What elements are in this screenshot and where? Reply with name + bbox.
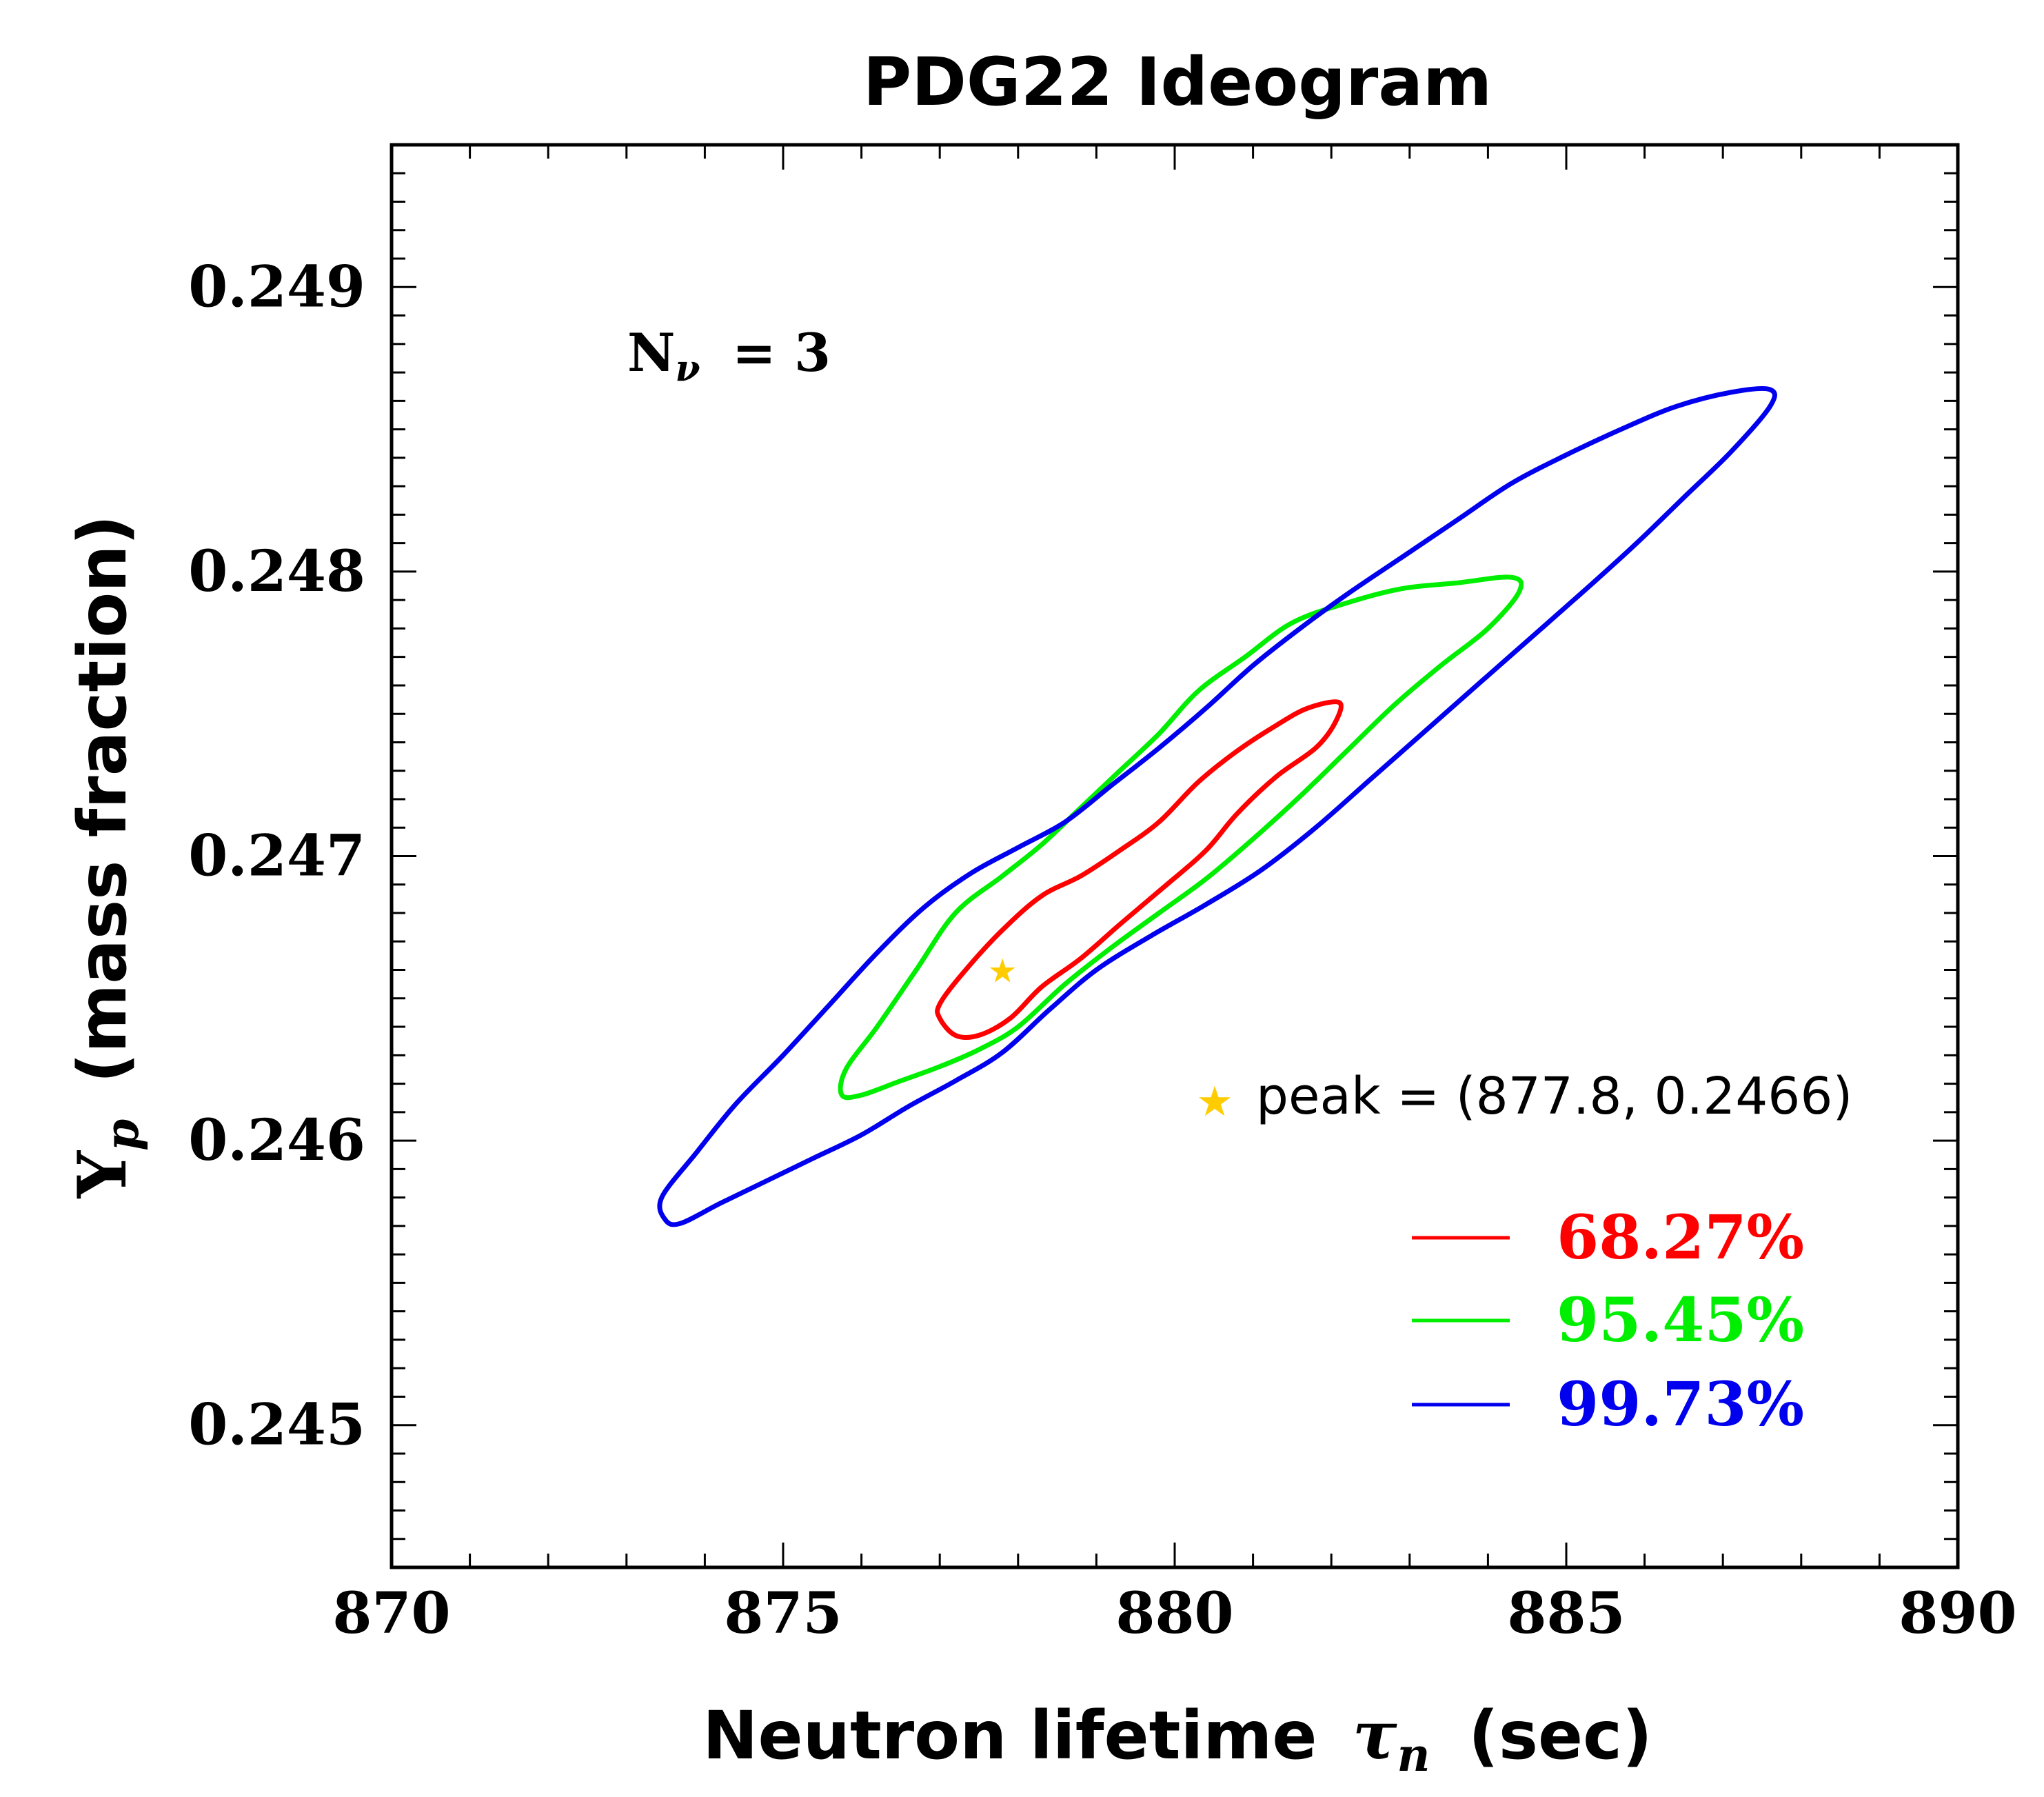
x-axis-label-text: Neutron lifetime [702, 1697, 1317, 1774]
plot-frame [389, 143, 1960, 1569]
legend-label-6827: 68.27% [1557, 1201, 1804, 1273]
y-tick-label: 0.245 [188, 1392, 365, 1458]
x-tick-label: 880 [1115, 1580, 1233, 1647]
contour-9973 [657, 385, 1777, 1227]
y-axis-label: Yp (mass fraction) [63, 515, 152, 1199]
y-axis-label-symbol: Y [63, 1150, 141, 1198]
y-tick-label: 0.248 [188, 539, 365, 605]
annotation-nnu: Nν = 3 [627, 322, 831, 393]
contour-9545 [838, 574, 1524, 1101]
x-tick-labels: 870 875 880 885 890 [332, 1580, 2016, 1647]
annotation-subscript: ν [675, 348, 700, 390]
axis-ticks [390, 143, 1959, 1569]
x-tick-label: 875 [724, 1580, 842, 1647]
peak-legend-label: peak = (877.8, 0.2466) [1256, 1067, 1852, 1126]
y-tick-label: 0.247 [188, 823, 365, 890]
y-tick-labels: 0.245 0.246 0.247 0.248 0.249 [188, 254, 365, 1458]
legend-label-9973: 99.73% [1557, 1368, 1804, 1440]
peak-legend-star-icon: ★ [1196, 1079, 1233, 1125]
x-tick-label: 890 [1899, 1580, 2016, 1647]
legend-label-9545: 95.45% [1557, 1284, 1804, 1356]
x-axis-label-symbol: τ [1353, 1696, 1397, 1774]
y-axis-label-text: (mass fraction) [64, 515, 141, 1083]
annotation-value: = 3 [732, 322, 831, 383]
legend: 68.27% 95.45% 99.73% [1412, 1201, 1804, 1440]
x-axis-label: Neutron lifetime τn (sec) [702, 1696, 1652, 1787]
peak-marker-group: ★ [988, 954, 1018, 990]
contour-6827 [935, 699, 1344, 1041]
annotation-n: N [627, 322, 675, 383]
x-axis-label-unit: (sec) [1468, 1697, 1652, 1774]
x-tick-label: 870 [332, 1580, 450, 1647]
y-axis-label-subscript: p [95, 1119, 149, 1151]
contour-group [657, 385, 1777, 1227]
peak-star-icon: ★ [988, 954, 1018, 990]
peak-legend: ★ peak = (877.8, 0.2466) [1196, 1067, 1852, 1126]
chart-title: PDG22 Ideogram [863, 43, 1492, 121]
x-tick-label: 885 [1507, 1580, 1625, 1647]
y-tick-label: 0.249 [188, 254, 365, 320]
x-axis-label-subscript: n [1397, 1728, 1430, 1782]
y-tick-label: 0.246 [188, 1107, 365, 1174]
